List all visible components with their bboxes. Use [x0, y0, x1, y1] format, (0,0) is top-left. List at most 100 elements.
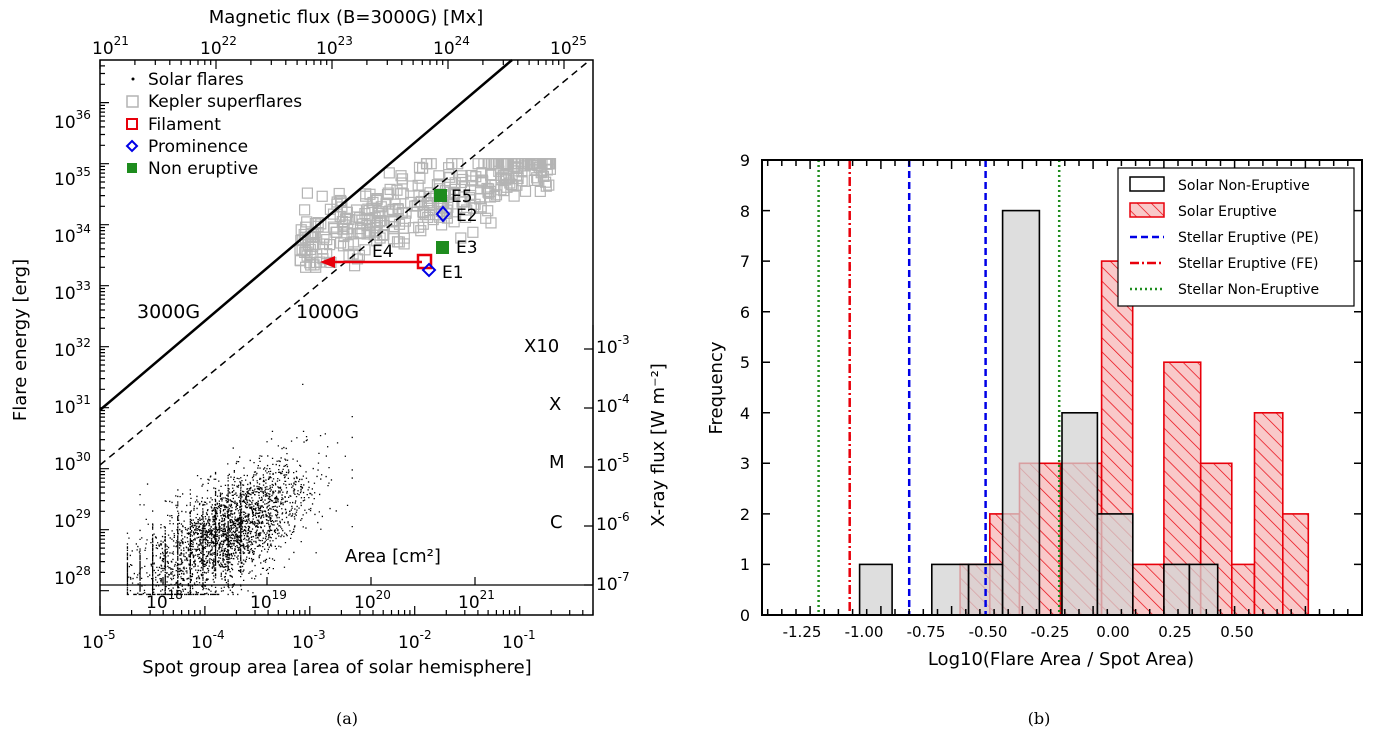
kepler-superflare-point [467, 226, 479, 238]
kepler-superflare-point [539, 176, 552, 188]
svg-text:8: 8 [740, 202, 750, 221]
svg-text:1021: 1021 [92, 34, 129, 59]
svg-text:C: C [550, 512, 563, 533]
svg-text:X: X [549, 394, 561, 415]
solar-eruptive-bar [1282, 513, 1310, 616]
y-tick-labels-a: 1028 1029 1030 1031 1032 1033 1034 1035 … [54, 108, 91, 589]
kepler-superflare-point [455, 176, 468, 189]
svg-text:10-4: 10-4 [596, 392, 630, 417]
svg-text:10-6: 10-6 [596, 510, 630, 535]
solar-flares-scatter [126, 383, 353, 596]
svg-text:0.25: 0.25 [1158, 623, 1191, 641]
svg-text:-1.00: -1.00 [845, 623, 884, 641]
legend-stellar-pe: Stellar Eruptive (PE) [1178, 230, 1319, 246]
kepler-superflare-point [446, 158, 458, 170]
inner-area-label: Area [cm²] [345, 546, 441, 567]
solar-non-eruptive-bar [1096, 513, 1134, 616]
caption-a: (a) [336, 709, 358, 728]
kepler-superflare-point [485, 217, 497, 229]
panel-b-histogram: 0 1 2 3 4 5 6 7 8 9 -1.25 -1.00 -0.75 -0.50 -0.25… [706, 151, 1363, 728]
kepler-superflare-point [420, 158, 433, 170]
kepler-superflare-point [537, 170, 550, 182]
kepler-superflare-point [512, 172, 524, 185]
kepler-superflare-point [331, 226, 343, 238]
kepler-superflare-point [360, 190, 372, 202]
kepler-superflare-point [384, 183, 396, 195]
legend-dot-marker [131, 77, 135, 81]
kepler-superflare-point [449, 188, 461, 200]
solar-eruptive-bar [1132, 563, 1165, 616]
prominence-marker-e2 [435, 205, 451, 223]
kepler-superflare-point [530, 158, 543, 170]
right-tick-labels: 10-7 10-6 10-5 10-4 10-3 [596, 333, 630, 595]
panel-a-ticks [99, 60, 594, 615]
kepler-superflare-point [317, 253, 329, 265]
kepler-superflare-point [423, 205, 436, 217]
y-tick-labels-b: 0 1 2 3 4 5 6 7 8 9 [740, 151, 750, 625]
x-tick-labels-b: -1.25 -1.00 -0.75 -0.50 -0.25 0.00 0.25 0.50 [783, 623, 1254, 641]
y-axis-label-a: Flare energy [erg] [10, 259, 31, 421]
svg-text:M: M [549, 452, 565, 473]
kepler-superflares-scatter [294, 158, 557, 273]
svg-text:0.50: 0.50 [1220, 623, 1253, 641]
svg-text:1020: 1020 [354, 588, 391, 613]
kepler-superflare-point [335, 237, 347, 249]
e5-label: E5 [451, 187, 473, 207]
kepler-superflare-point [508, 190, 520, 202]
kepler-superflare-point [482, 205, 494, 217]
solar-non-eruptive-bar [858, 563, 893, 616]
x-tick-labels-a: 10-5 10-4 10-3 10-2 10-1 [82, 628, 536, 653]
legend-prominence: Prominence [148, 137, 248, 157]
svg-text:3: 3 [740, 454, 750, 473]
kepler-superflare-point [528, 174, 540, 186]
kepler-superflare-point [340, 212, 352, 224]
kepler-superflare-point [383, 167, 395, 179]
svg-text:1025: 1025 [550, 34, 587, 59]
kepler-superflare-point [395, 188, 407, 200]
kepler-superflare-point [475, 174, 487, 186]
kepler-superflare-point [328, 223, 340, 235]
kepler-superflare-point [490, 189, 503, 201]
kepler-superflare-point [412, 179, 424, 191]
kepler-superflare-point [299, 232, 312, 244]
kepler-superflare-point [316, 190, 328, 202]
legend-solar-flares: Solar flares [148, 70, 244, 90]
top-tick-labels: 1021 1022 1023 1024 1025 [92, 34, 587, 59]
kepler-superflare-point [464, 184, 477, 196]
legend-kepler: Kepler superflares [148, 92, 302, 112]
svg-text:-0.75: -0.75 [907, 623, 946, 641]
svg-text:10-7: 10-7 [596, 570, 630, 595]
kepler-superflare-point [418, 206, 430, 218]
kepler-superflare-point [447, 187, 460, 199]
kepler-superflare-point [458, 181, 471, 193]
solar-non-eruptive-bar [1188, 563, 1219, 616]
kepler-superflare-point [444, 171, 456, 183]
kepler-superflare-point [301, 187, 313, 199]
svg-text:10-3: 10-3 [596, 333, 630, 358]
panel-a-legend: Solar flares Kepler superflares Filament… [125, 70, 302, 179]
e4-label: E4 [372, 242, 394, 262]
kepler-superflare-point [468, 202, 480, 214]
svg-text:1021: 1021 [458, 588, 495, 613]
svg-text:1: 1 [740, 555, 750, 574]
x-axis-label-b: Log10(Flare Area / Spot Area) [928, 649, 1194, 670]
panel-a-tick-marks [99, 60, 594, 615]
prominence-marker-e1 [421, 262, 437, 278]
kepler-superflare-point [413, 161, 426, 173]
legend-solar-eruptive-swatch [1129, 202, 1165, 218]
solar-flare-points [126, 383, 353, 596]
legend-solar-non-eruptive-swatch [1129, 176, 1165, 192]
kepler-superflare-point [465, 189, 477, 202]
legend-stellar-non-eruptive: Stellar Non-Eruptive [1178, 282, 1319, 298]
kepler-superflare-point [380, 198, 392, 210]
stellar-reference-lines [817, 160, 1061, 615]
kepler-superflare-point [300, 261, 312, 273]
kepler-superflare-point [420, 209, 432, 221]
kepler-superflare-point [415, 225, 427, 237]
solar-non-eruptive-bar [1163, 563, 1191, 616]
svg-text:1019: 1019 [250, 588, 287, 613]
legend-kepler-marker [126, 95, 139, 108]
kepler-superflare-point [369, 212, 381, 224]
kepler-superflare-point [484, 185, 497, 197]
kepler-superflare-point [497, 158, 509, 170]
